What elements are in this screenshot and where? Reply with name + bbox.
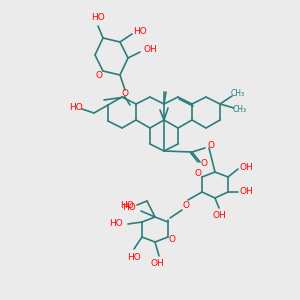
Text: O: O [194,169,202,178]
Text: HO: HO [69,103,83,112]
Text: OH: OH [150,260,164,268]
Text: OH: OH [212,212,226,220]
Text: O: O [122,88,128,98]
Text: HO: HO [122,202,136,211]
Text: HO: HO [109,220,123,229]
Text: OH: OH [143,46,157,55]
Text: O: O [208,140,214,149]
Text: O: O [169,236,176,244]
Text: OH: OH [239,163,253,172]
Text: HO: HO [91,14,105,22]
Text: OH: OH [239,188,253,196]
Text: O: O [200,160,208,169]
Text: O: O [182,202,190,211]
Text: CH₃: CH₃ [233,106,247,115]
Text: O: O [95,70,103,80]
Text: CH₃: CH₃ [231,89,245,98]
Text: HO: HO [127,253,141,262]
Text: HO: HO [133,28,147,37]
Text: HO: HO [120,200,134,209]
